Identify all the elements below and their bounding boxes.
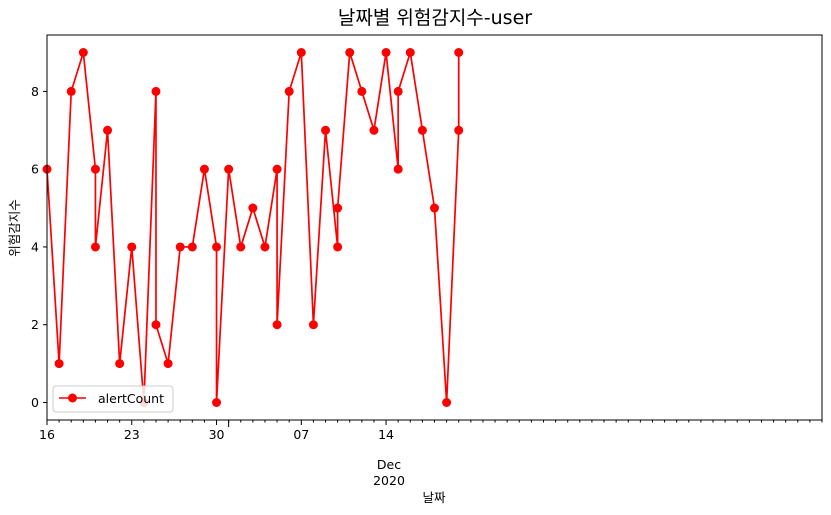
y-tick-label: 0	[31, 395, 39, 410]
data-point	[357, 86, 367, 96]
y-tick-label: 4	[31, 239, 39, 254]
data-point	[284, 86, 294, 96]
plot-frame	[46, 34, 823, 421]
x-tick-label: 23	[124, 427, 140, 442]
y-axis-label: 위험감지수	[7, 199, 22, 257]
data-point	[103, 125, 113, 135]
data-point	[345, 48, 355, 57]
data-point	[260, 242, 270, 252]
data-point	[442, 398, 452, 407]
x-year-label: 2020	[373, 473, 405, 488]
data-point	[296, 48, 306, 57]
legend: alertCount	[52, 385, 174, 413]
data-point	[199, 164, 209, 174]
legend-label: alertCount	[98, 391, 164, 406]
data-point	[308, 320, 318, 330]
series-line	[46, 51, 460, 404]
data-point	[66, 86, 76, 96]
chart-title: 날짜별 위험감지수-user	[338, 7, 532, 29]
data-point	[163, 359, 173, 369]
data-point	[212, 242, 222, 252]
data-point	[454, 125, 464, 135]
y-axis-ticks: 0 2 4 6 8	[31, 84, 47, 410]
data-point	[187, 242, 197, 252]
data-point	[236, 242, 246, 252]
data-point	[54, 359, 64, 369]
data-point	[393, 164, 403, 174]
x-month-label: Dec	[377, 457, 401, 472]
data-point	[430, 203, 439, 213]
legend-box	[52, 385, 174, 413]
x-tick-label: 07	[293, 427, 309, 442]
legend-marker	[68, 393, 77, 403]
y-tick-label: 8	[31, 84, 39, 99]
x-tick-label: 16	[39, 427, 55, 442]
data-point	[151, 86, 161, 96]
data-point	[333, 242, 343, 252]
data-point	[151, 320, 161, 330]
y-tick-label: 6	[31, 162, 39, 177]
data-point	[212, 398, 222, 407]
data-point	[369, 125, 379, 135]
x-axis-label: 날짜	[422, 490, 446, 505]
x-axis-ticks: 16 23 30 07 14	[39, 420, 823, 442]
data-point	[248, 203, 258, 213]
y-tick-label: 2	[31, 317, 39, 332]
x-tick-label: 14	[378, 427, 394, 442]
data-point	[321, 125, 331, 135]
data-point	[175, 242, 185, 252]
data-point	[272, 320, 282, 330]
data-point	[90, 242, 100, 252]
data-point	[381, 48, 391, 57]
data-point	[393, 86, 403, 96]
data-point	[78, 48, 88, 57]
data-point	[272, 164, 282, 174]
data-point	[224, 164, 234, 174]
data-point	[115, 359, 125, 369]
data-point	[333, 203, 343, 213]
data-point	[454, 48, 464, 57]
data-point	[90, 164, 100, 174]
series-alertCount	[42, 48, 464, 407]
x-tick-label: 30	[209, 427, 225, 442]
data-point	[417, 125, 427, 135]
data-point	[405, 48, 415, 57]
data-point	[127, 242, 137, 252]
